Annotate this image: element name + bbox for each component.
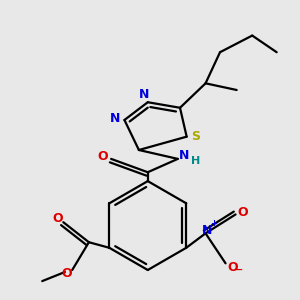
Text: O: O bbox=[238, 206, 248, 219]
Text: O: O bbox=[61, 267, 71, 280]
Text: S: S bbox=[191, 130, 200, 143]
Text: N: N bbox=[202, 224, 212, 236]
Text: N: N bbox=[110, 112, 120, 125]
Text: O: O bbox=[98, 150, 108, 163]
Text: H: H bbox=[191, 156, 201, 166]
Text: N: N bbox=[178, 149, 189, 162]
Text: +: + bbox=[210, 219, 218, 228]
Text: O: O bbox=[227, 261, 238, 274]
Text: −: − bbox=[233, 265, 243, 275]
Text: O: O bbox=[52, 212, 63, 225]
Text: N: N bbox=[139, 88, 150, 101]
